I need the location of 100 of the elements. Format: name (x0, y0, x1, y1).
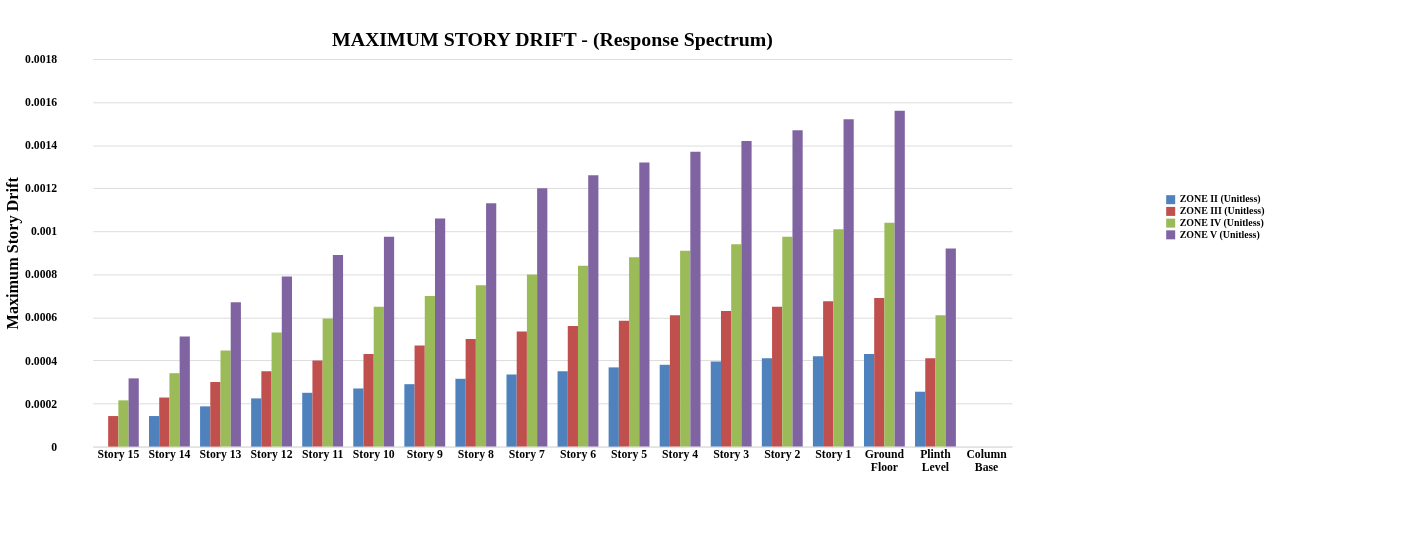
x-tick-label: Story 13 (199, 447, 242, 461)
bar (577, 265, 589, 447)
bar (925, 358, 936, 447)
bar (281, 276, 292, 447)
bar (894, 110, 905, 447)
bar (690, 151, 701, 447)
bar (567, 326, 578, 447)
y-tick-label: 0.0004 (25, 354, 58, 368)
bar (629, 257, 640, 447)
bar (659, 364, 670, 447)
bar (618, 320, 630, 447)
bar (302, 392, 313, 447)
legend-label: ZONE II (Unitless) (1179, 193, 1261, 206)
bar (782, 236, 793, 447)
bar (383, 236, 395, 447)
bar (332, 255, 344, 447)
x-tick-label: Story 10 (352, 447, 395, 461)
bar (230, 302, 241, 447)
bar (414, 345, 425, 447)
bar (874, 298, 885, 447)
bar (159, 397, 170, 447)
bar (792, 130, 803, 447)
bar (149, 416, 160, 447)
y-tick-label: 0.0006 (25, 311, 58, 325)
x-tick-label: Story 4 (662, 447, 699, 461)
bar (812, 356, 824, 447)
x-tick-label: Story 3 (713, 447, 750, 461)
x-tick-label: Story 12 (250, 447, 293, 461)
y-tick-label: 0.0012 (25, 182, 58, 196)
chart-title: MAXIMUM STORY DRIFT - (Response Spectrum) (332, 27, 773, 51)
bar (710, 361, 721, 447)
x-tick-label: Story 2 (764, 447, 801, 461)
bar (220, 350, 231, 447)
x-tick-label: Story 1 (815, 447, 852, 461)
legend-label: ZONE V (Unitless) (1179, 228, 1260, 241)
bar (465, 338, 476, 447)
bar (720, 310, 732, 447)
bar (884, 222, 895, 447)
y-tick-label: 0.0018 (25, 53, 58, 67)
y-tick-label: 0 (51, 440, 58, 454)
bar (669, 315, 681, 447)
bar (363, 354, 374, 447)
bar (108, 416, 119, 447)
y-axis-title: Maximum Story Drift (3, 176, 22, 330)
y-tick-label: 0.0002 (25, 397, 58, 411)
bar (271, 332, 282, 447)
x-tick-label: Story 8 (457, 447, 495, 461)
bar (639, 162, 650, 447)
x-tick-label: Plinth Level (920, 447, 952, 475)
bar (261, 371, 272, 447)
bar (772, 306, 783, 447)
bar (741, 140, 752, 447)
bar (486, 203, 497, 447)
x-tick-label: Ground Floor (864, 447, 905, 475)
x-tick-label: Story 7 (508, 447, 546, 461)
bar (210, 382, 221, 447)
x-tick-label: Column Base (966, 447, 1008, 475)
x-tick-label: Story 5 (611, 447, 648, 461)
bar (945, 248, 956, 447)
bar (537, 188, 548, 447)
bar (680, 250, 691, 447)
bar (843, 119, 854, 447)
bar (179, 336, 190, 447)
bar (169, 373, 180, 447)
y-tick-label: 0.0014 (25, 139, 58, 153)
bar (200, 406, 211, 447)
bar (935, 315, 946, 447)
bar (404, 384, 415, 447)
y-tick-label: 0.001 (30, 225, 58, 239)
bar (588, 175, 599, 447)
bar (557, 371, 568, 447)
bar (424, 295, 435, 447)
x-tick-label: Story 14 (148, 447, 191, 461)
bar (322, 318, 333, 447)
bar (251, 398, 262, 447)
legend-label: ZONE IV (Unitless) (1179, 216, 1264, 229)
bar (731, 244, 742, 447)
bar (608, 367, 619, 447)
y-tick-label: 0.0016 (25, 96, 58, 110)
bar (118, 400, 129, 447)
bar (128, 378, 139, 447)
bar (475, 285, 487, 447)
x-tick-label: Story 6 (559, 447, 597, 461)
bar (526, 274, 538, 447)
x-tick-label: Story 11 (301, 447, 344, 461)
y-tick-label: 0.0008 (25, 268, 58, 282)
x-tick-label: Story 9 (406, 447, 443, 461)
bar (833, 229, 844, 447)
legend-label: ZONE III (Unitless) (1179, 205, 1265, 218)
bar (516, 331, 527, 447)
bar (863, 354, 875, 447)
bar (353, 388, 364, 447)
bar (434, 218, 446, 447)
bar (455, 378, 466, 447)
bar (373, 306, 384, 447)
bar (506, 374, 517, 447)
bar (915, 391, 926, 447)
x-tick-label: Story 15 (97, 447, 140, 461)
bar (761, 358, 773, 447)
bar (312, 360, 323, 447)
